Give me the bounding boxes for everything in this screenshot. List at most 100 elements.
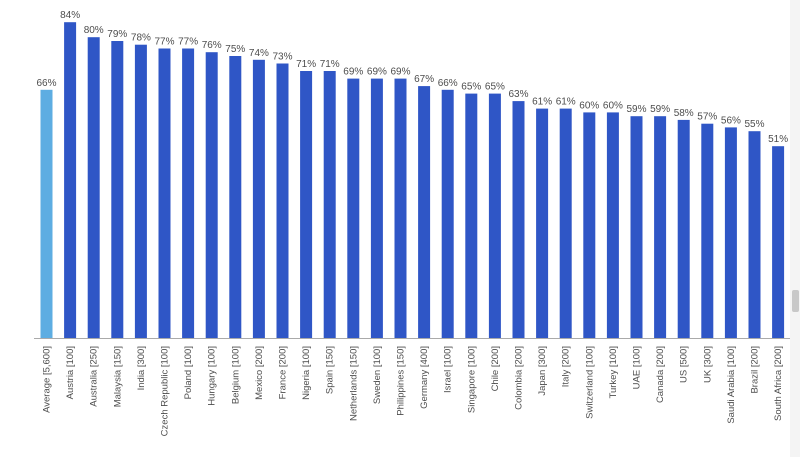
bar-value-label: 65% <box>461 82 481 93</box>
bar <box>87 37 100 338</box>
category-tick-label: UK [300] <box>702 346 713 383</box>
category-tick-label: Belgium [100] <box>230 346 241 404</box>
bar <box>677 119 690 339</box>
bar-value-label: 59% <box>650 104 670 115</box>
bar <box>465 93 478 338</box>
bar-value-label: 78% <box>131 33 151 44</box>
bar-value-label: 66% <box>438 78 458 89</box>
bar <box>536 108 549 338</box>
category-tick-label: Hungary [100] <box>207 346 218 406</box>
category-tick-label: Czech Republic [100] <box>160 346 171 436</box>
category-tick-label: Canada [200] <box>655 346 666 403</box>
bar-value-label: 61% <box>556 97 576 108</box>
category-tick-label: Singapore [100] <box>466 346 477 413</box>
bar <box>347 78 360 338</box>
bar <box>630 116 643 338</box>
category-tick-label: Colombia [200] <box>514 346 525 410</box>
bar <box>606 112 619 339</box>
category-tick-label: India [300] <box>136 346 147 390</box>
category-tick-label: Nigeria [100] <box>301 346 312 400</box>
bar <box>488 93 501 338</box>
category-tick-label: Poland [100] <box>183 346 194 399</box>
bar-value-label: 56% <box>721 115 741 126</box>
bar-value-label: 76% <box>202 40 222 51</box>
bar-value-label: 55% <box>744 119 764 130</box>
bar-value-label: 60% <box>579 100 599 111</box>
bar-value-label: 65% <box>485 82 505 93</box>
category-tick-label: South Africa [200] <box>773 346 784 421</box>
bar <box>276 63 289 338</box>
category-tick-label: Israel [100] <box>443 346 454 393</box>
bar <box>323 71 336 338</box>
bar-value-label: 71% <box>296 59 316 70</box>
bar-value-label: 51% <box>768 134 788 145</box>
category-tick-label: Switzerland [100] <box>584 346 595 419</box>
bar <box>300 71 313 338</box>
bar-value-label: 84% <box>60 10 80 21</box>
scrollbar[interactable] <box>790 0 800 457</box>
bar <box>748 131 761 338</box>
category-tick-label: Brazil [200] <box>750 346 761 394</box>
category-tick-label: Australia [250] <box>89 346 100 407</box>
category-tick-label: Mexico [200] <box>254 346 265 400</box>
bar <box>40 89 53 338</box>
bar <box>512 101 525 338</box>
bar <box>701 123 714 338</box>
bar-value-label: 71% <box>320 59 340 70</box>
bar-value-label: 66% <box>36 78 56 89</box>
category-tick-label: Italy [200] <box>561 346 572 387</box>
scrollbar-thumb[interactable] <box>792 290 799 312</box>
bar-value-label: 77% <box>154 37 174 48</box>
category-tick-label: Spain [150] <box>325 346 336 394</box>
bar-value-label: 63% <box>508 89 528 100</box>
bar <box>394 78 407 338</box>
bar <box>654 116 667 338</box>
bar <box>772 146 785 338</box>
bar-value-label: 74% <box>249 48 269 59</box>
bar <box>252 59 265 339</box>
bar-value-label: 61% <box>532 97 552 108</box>
category-tick-label: Netherlands [150] <box>348 346 359 421</box>
bar-value-label: 80% <box>84 25 104 36</box>
bar <box>724 127 737 339</box>
category-tick-label: Germany [400] <box>419 346 430 409</box>
bar <box>370 78 383 338</box>
bar-value-label: 69% <box>367 67 387 78</box>
bar <box>418 86 431 338</box>
bar <box>441 89 454 338</box>
bar-value-label: 73% <box>272 52 292 63</box>
category-tick-label: Japan [300] <box>537 346 548 396</box>
bar-value-label: 57% <box>697 112 717 123</box>
bar-value-label: 58% <box>674 108 694 119</box>
category-tick-label: US [500] <box>679 346 690 383</box>
bar <box>229 56 242 338</box>
bar <box>158 48 171 338</box>
category-tick-label: Malaysia [150] <box>112 346 123 407</box>
category-tick-label: Saudi Arabia [100] <box>726 346 737 424</box>
category-tick-label: Sweden [100] <box>372 346 383 404</box>
bar-value-label: 59% <box>626 104 646 115</box>
bar <box>64 22 77 338</box>
bar <box>583 112 596 339</box>
bar <box>182 48 195 338</box>
category-tick-label: Chile [200] <box>490 346 501 391</box>
bar-value-label: 60% <box>603 100 623 111</box>
bar <box>205 52 218 338</box>
bar-value-label: 67% <box>414 74 434 85</box>
bar-value-label: 69% <box>343 67 363 78</box>
bar <box>111 41 124 338</box>
category-tick-label: Austria [100] <box>65 346 76 399</box>
category-tick-label: Philippines [150] <box>396 346 407 416</box>
category-tick-label: Average [5,600] <box>42 346 53 413</box>
bar <box>559 108 572 338</box>
category-tick-label: UAE [100] <box>632 346 643 389</box>
category-tick-label: Turkey [100] <box>608 346 619 398</box>
bar-value-label: 77% <box>178 37 198 48</box>
bar-value-label: 69% <box>390 67 410 78</box>
category-tick-label: France [200] <box>278 346 289 399</box>
bar-value-label: 75% <box>225 44 245 55</box>
bar-value-label: 79% <box>107 29 127 40</box>
bar <box>134 44 147 338</box>
